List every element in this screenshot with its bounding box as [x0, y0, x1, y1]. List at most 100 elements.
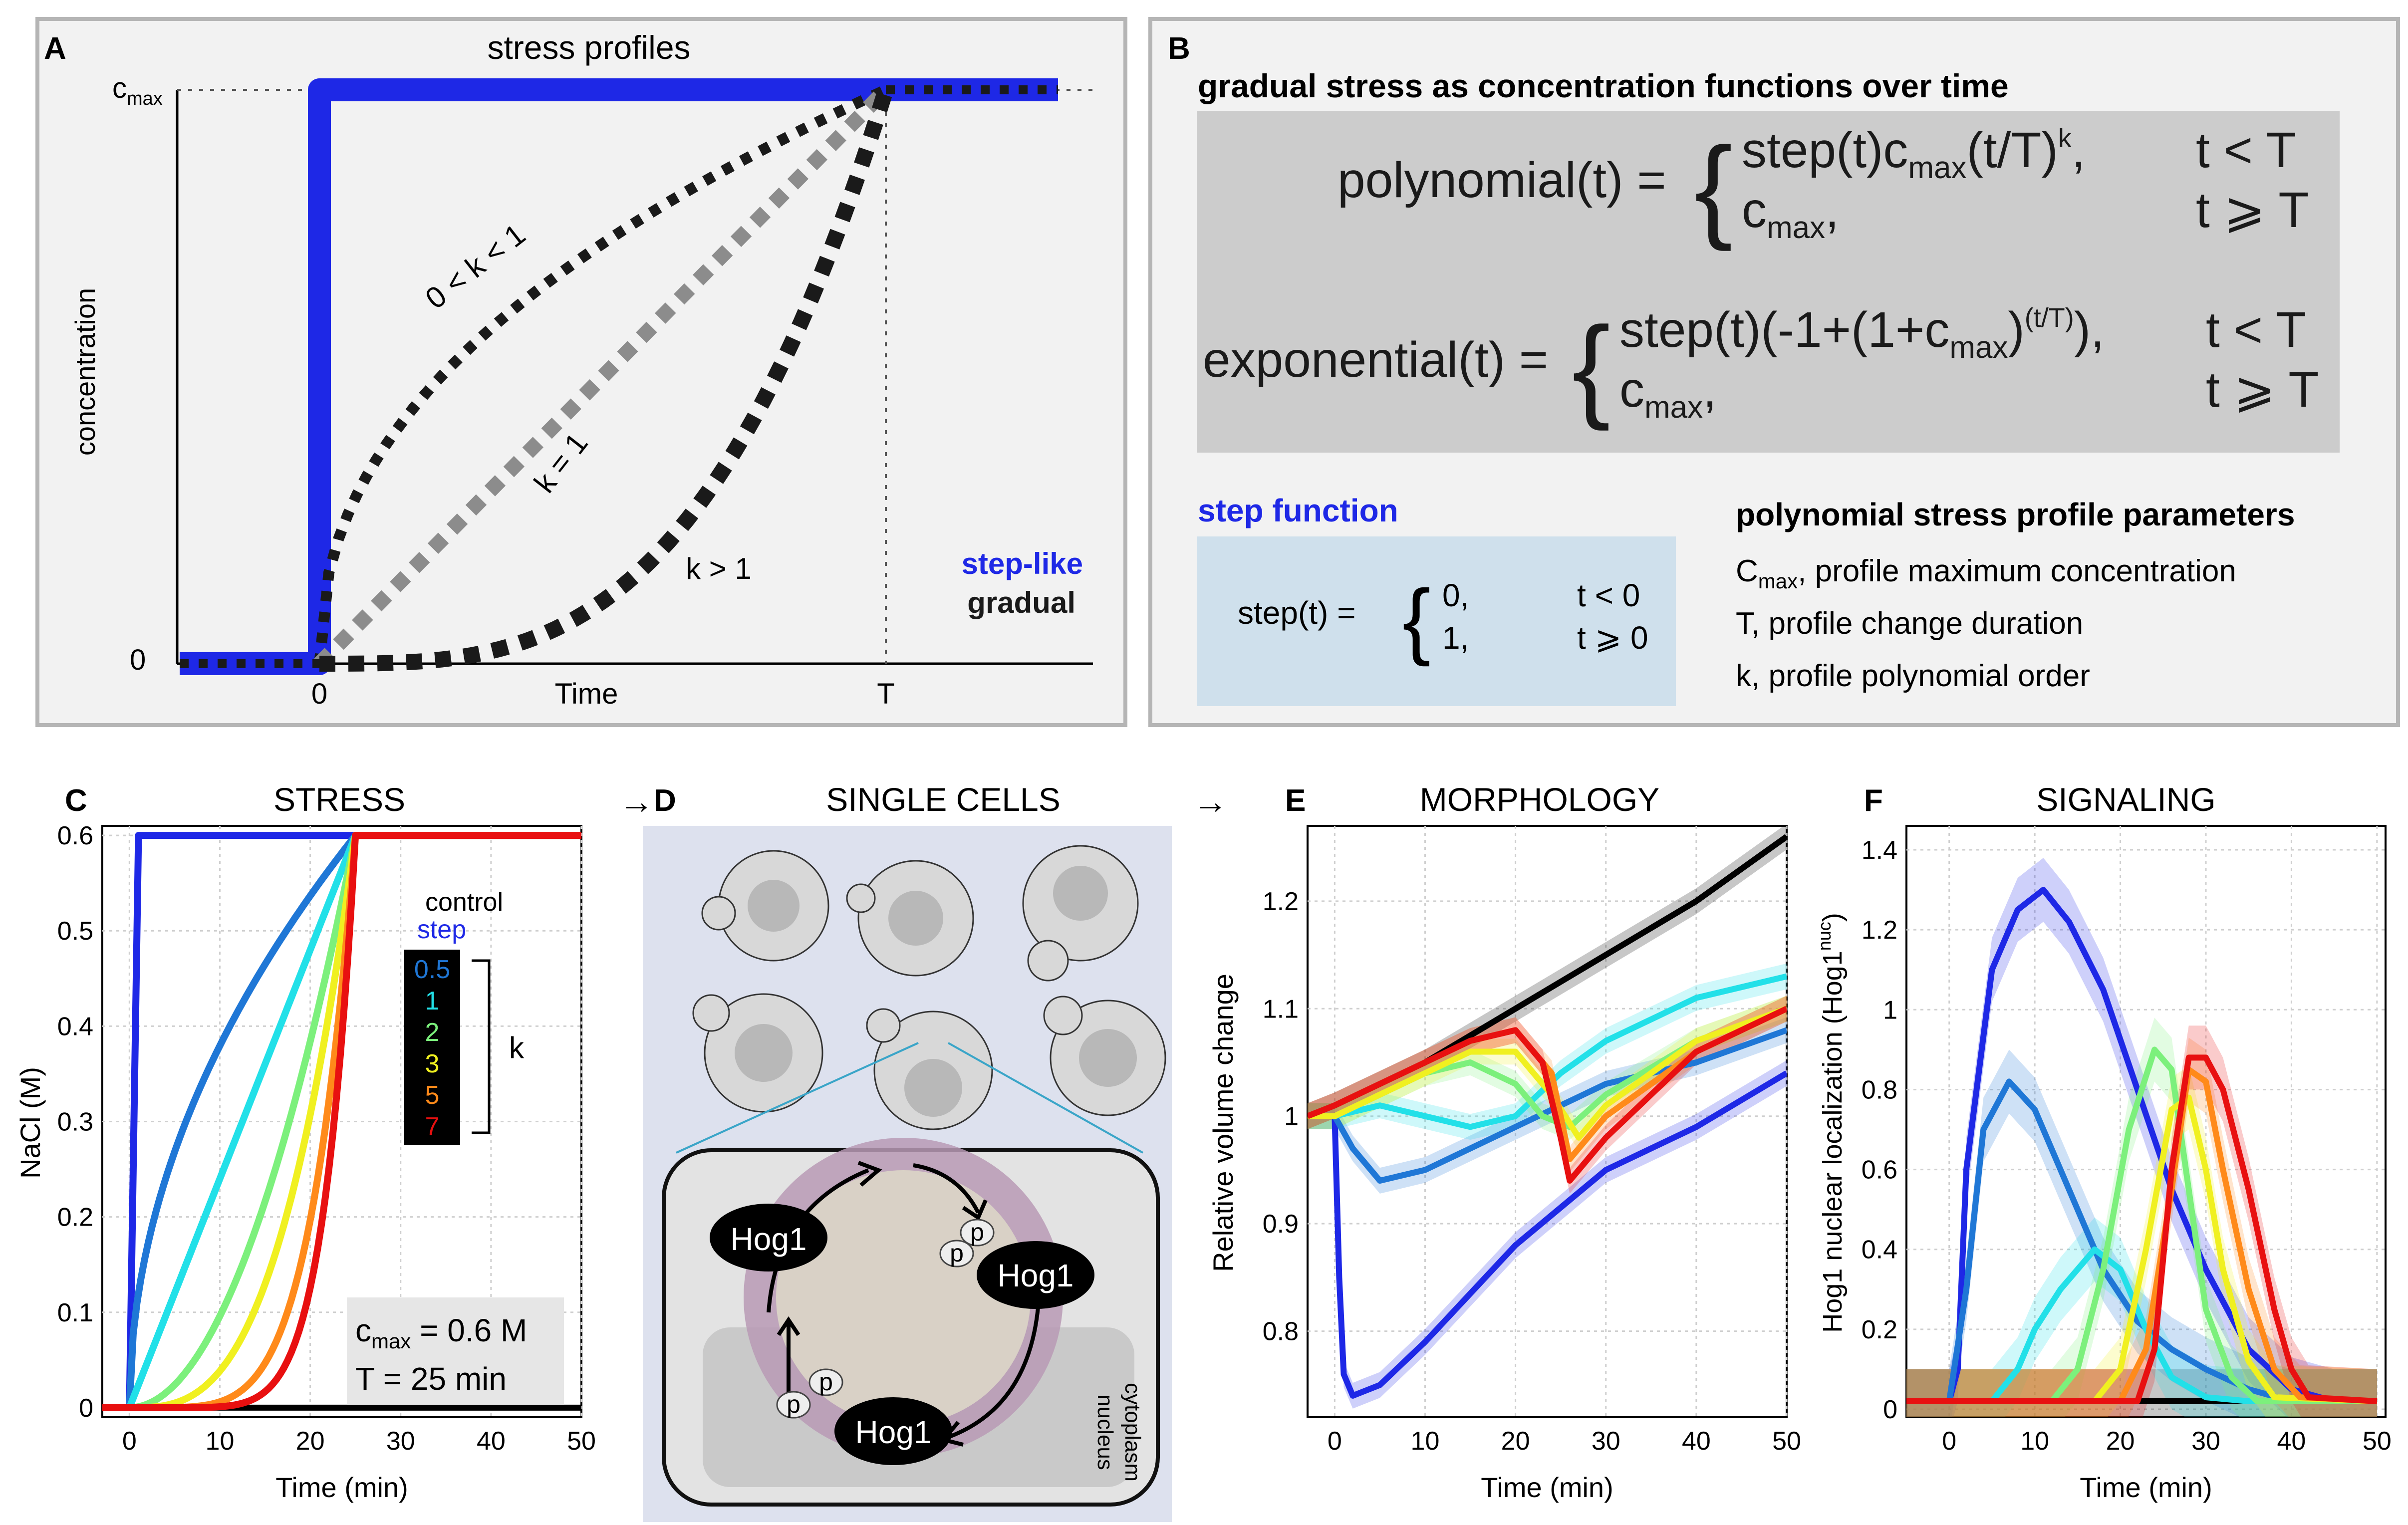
- panel-a-xlabel: Time: [555, 678, 618, 710]
- hog1-label: Hog1: [998, 1258, 1074, 1293]
- hog1-protein: [710, 1204, 827, 1271]
- panel-c-legend-control: control: [425, 888, 503, 917]
- expo-lhs: exponential(t) =: [1203, 332, 1548, 388]
- arrow-c-to-d-icon: →: [619, 782, 654, 821]
- panel-e-title: MORPHOLOGY: [1420, 781, 1659, 818]
- phospho-groups: p p p p: [776, 1218, 995, 1419]
- x-tick-label: 50: [1772, 1427, 1801, 1456]
- panel-b-title: gradual stress as concentration function…: [1198, 67, 2009, 104]
- panel-f-series: [1906, 858, 2378, 1417]
- series-line-1: [102, 832, 581, 1411]
- y-tick-label: 0: [79, 1394, 93, 1423]
- panel-d-letter: D: [654, 783, 676, 818]
- panel-f-title: SIGNALING: [2036, 781, 2215, 818]
- y-tick-label: 1.2: [1862, 916, 1897, 945]
- yeast-cells: [692, 845, 1166, 1130]
- svg-text:p: p: [819, 1368, 833, 1396]
- panel-e-xlabel: Time (min): [1481, 1472, 1613, 1503]
- panel-a-step-curve: [180, 78, 1058, 675]
- x-tick-label: 10: [1411, 1427, 1440, 1456]
- y-tick-label: 0.2: [57, 1203, 93, 1232]
- zoom-line-left: [676, 1042, 919, 1154]
- nucleus-label: nucleus: [1093, 1394, 1117, 1470]
- svg-text:p: p: [970, 1218, 984, 1246]
- poly-case2: cmax,: [1742, 182, 1839, 245]
- poly-case1: step(t)cmax(t/T)k,: [1742, 122, 2086, 185]
- series-line-step: [1308, 1070, 1787, 1399]
- y-tick-label: 0.3: [57, 1108, 93, 1137]
- panel-f: F SIGNALING 0 10 20 30 40 50 0 0.2 0.4 0.6 0.8 1 1.2…: [1814, 781, 2392, 1503]
- series-line-3: [1906, 1094, 2378, 1404]
- panel-a-ytick-cmax: cmax: [112, 72, 163, 109]
- panel-c-k-label: k: [509, 1031, 525, 1064]
- expo-case2-cond: t ⩾ T: [2206, 362, 2319, 418]
- hog1-label: Hog1: [855, 1414, 932, 1450]
- panel-f-ylabel: Hog1 nuclear localization (Hog1nuc): [1814, 913, 1848, 1332]
- arrow-d-to-e-icon: →: [1193, 782, 1228, 821]
- svg-text:p: p: [787, 1390, 801, 1418]
- panel-a-ylabel: concentration: [69, 288, 101, 456]
- series-line-7: [1308, 1006, 1787, 1184]
- panel-d-title: SINGLE CELLS: [826, 781, 1061, 818]
- expo-case2: cmax,: [1619, 362, 1717, 425]
- panel-a-convex-curve: [319, 87, 894, 672]
- poly-lhs: polynomial(t) =: [1338, 152, 1666, 208]
- x-tick-label: 10: [2020, 1427, 2049, 1456]
- k-legend-item: 2: [425, 1018, 440, 1047]
- formula-box: [1197, 111, 2340, 453]
- panel-a-xtick-T: T: [877, 678, 894, 710]
- y-tick-label: 0.4: [57, 1012, 93, 1041]
- panel-a-title: stress profiles: [487, 29, 690, 66]
- panel-a-flat-segments: [180, 85, 1058, 668]
- x-tick-label: 10: [206, 1427, 235, 1456]
- panel-a-concave-curve: [314, 85, 888, 665]
- zoom-line-right: [948, 1042, 1143, 1154]
- panel-c: C STRESS 0 10 20 30 40 5000.10.20.30.40.50.6 …: [14, 781, 596, 1503]
- y-tick-label: 0: [1883, 1395, 1897, 1424]
- series-line-0.5: [102, 832, 581, 1411]
- step-case-0-cond: t < 0: [1577, 577, 1640, 613]
- y-tick-label: 0.8: [1862, 1075, 1897, 1104]
- step-brace: {: [1402, 572, 1431, 667]
- panel-e-ticks: 0 10 20 30 40 50 0.8 0.9 1 1.1 1.2: [1263, 887, 1801, 1456]
- series-line-5: [1906, 1066, 2378, 1404]
- cycle-arrow-2: [913, 1163, 980, 1214]
- panel-b: B gradual stress as concentration functi…: [1148, 17, 2400, 727]
- cycle-arrow-3: [947, 1307, 1040, 1439]
- panel-c-letter: C: [65, 783, 87, 818]
- panel-f-xlabel: Time (min): [2080, 1472, 2212, 1503]
- panel-a-legend-gradual: gradual: [967, 586, 1075, 619]
- k-legend-item: 1: [425, 987, 440, 1016]
- k-legend-item: 5: [425, 1081, 440, 1110]
- panel-d: D SINGLE CELLS: [643, 781, 1172, 1522]
- panel-c-ylabel: NaCl (M): [14, 1067, 46, 1179]
- k-legend-item: 0.5: [414, 955, 450, 984]
- hog1-protein-nuclear: [834, 1397, 952, 1465]
- panel-b-letter: B: [1168, 31, 1190, 66]
- series-band-control: [1308, 826, 1787, 1129]
- panel-c-param-box: [347, 1297, 564, 1405]
- x-tick-label: 30: [1592, 1427, 1620, 1456]
- y-tick-label: 1.1: [1263, 995, 1299, 1023]
- x-tick-label: 20: [2106, 1427, 2135, 1456]
- poly-case1-cond: t < T: [2196, 122, 2296, 178]
- x-tick-label: 0: [1942, 1427, 1956, 1456]
- series-line-7: [102, 832, 581, 1411]
- series-line-1: [1308, 973, 1787, 1130]
- panel-c-xlabel: Time (min): [275, 1472, 408, 1503]
- panel-c-series: [102, 832, 581, 1411]
- step-case-1-cond: t ⩾ 0: [1577, 620, 1648, 656]
- series-line-step: [1906, 887, 2377, 1404]
- panel-c-title: STRESS: [273, 781, 405, 818]
- param-k: k, profile polynomial order: [1736, 659, 2090, 693]
- y-tick-label: 0.2: [1862, 1315, 1897, 1344]
- expo-case1: step(t)(-1+(1+cmax)(t/T)),: [1619, 302, 2105, 365]
- y-tick-label: 0.8: [1263, 1317, 1299, 1346]
- series-line-2: [102, 832, 581, 1411]
- panel-f-letter: F: [1864, 783, 1883, 818]
- panel-a-letter: A: [44, 31, 66, 66]
- step-function-box: [1197, 536, 1676, 706]
- y-tick-label: 1: [1883, 996, 1897, 1024]
- hog1-protein-phospho: [977, 1241, 1094, 1309]
- step-function-title: step function: [1198, 493, 1398, 528]
